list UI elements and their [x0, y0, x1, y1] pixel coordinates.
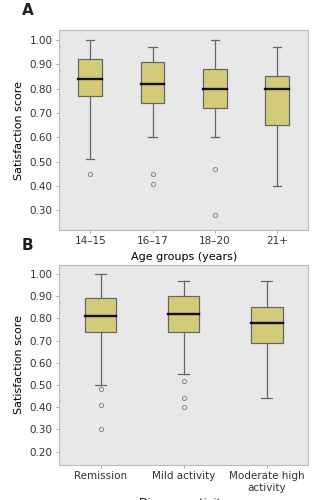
Y-axis label: Satisfaction score: Satisfaction score: [14, 316, 24, 414]
Bar: [78, 60, 102, 96]
X-axis label: Disease activity: Disease activity: [139, 498, 228, 500]
Bar: [265, 76, 289, 125]
Bar: [251, 307, 282, 343]
Bar: [203, 69, 227, 108]
Bar: [85, 298, 116, 332]
Y-axis label: Satisfaction score: Satisfaction score: [14, 80, 24, 180]
Text: A: A: [22, 3, 33, 18]
Bar: [168, 296, 199, 332]
X-axis label: Age groups (years): Age groups (years): [131, 252, 237, 262]
Bar: [141, 62, 164, 103]
Text: B: B: [22, 238, 33, 253]
